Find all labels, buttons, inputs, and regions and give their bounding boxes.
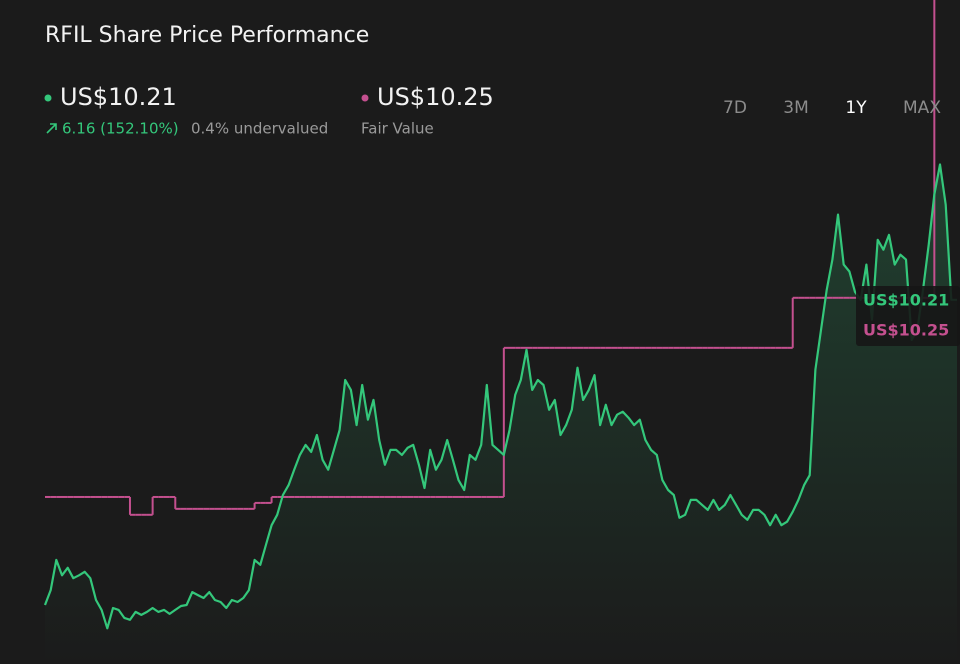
price-label: US$10.21 [60,83,177,111]
range-button[interactable]: 3M [783,98,808,118]
price-line [43,163,957,630]
range-button[interactable]: MAX [903,98,941,118]
end-tag: US$10.21 [863,291,949,310]
end-tag-box [856,286,960,346]
price-area [45,164,957,664]
price-change: 6.16 (152.10%) [62,120,179,138]
end-tag: US$10.25 [863,321,949,340]
plot: US$10.21 US$10.25 [43,0,960,664]
legend-label: Fair Value [361,120,434,138]
fair-value-label: US$10.25 [377,83,494,111]
legend-dot [361,94,369,102]
up-arrow [46,123,57,134]
valuation: 0.4% undervalued [191,120,328,138]
range-button[interactable]: 1Y [845,98,867,118]
range-button[interactable]: 7D [723,98,747,118]
legend-dot [44,94,52,102]
chart-title: RFIL Share Price Performance [45,23,369,48]
